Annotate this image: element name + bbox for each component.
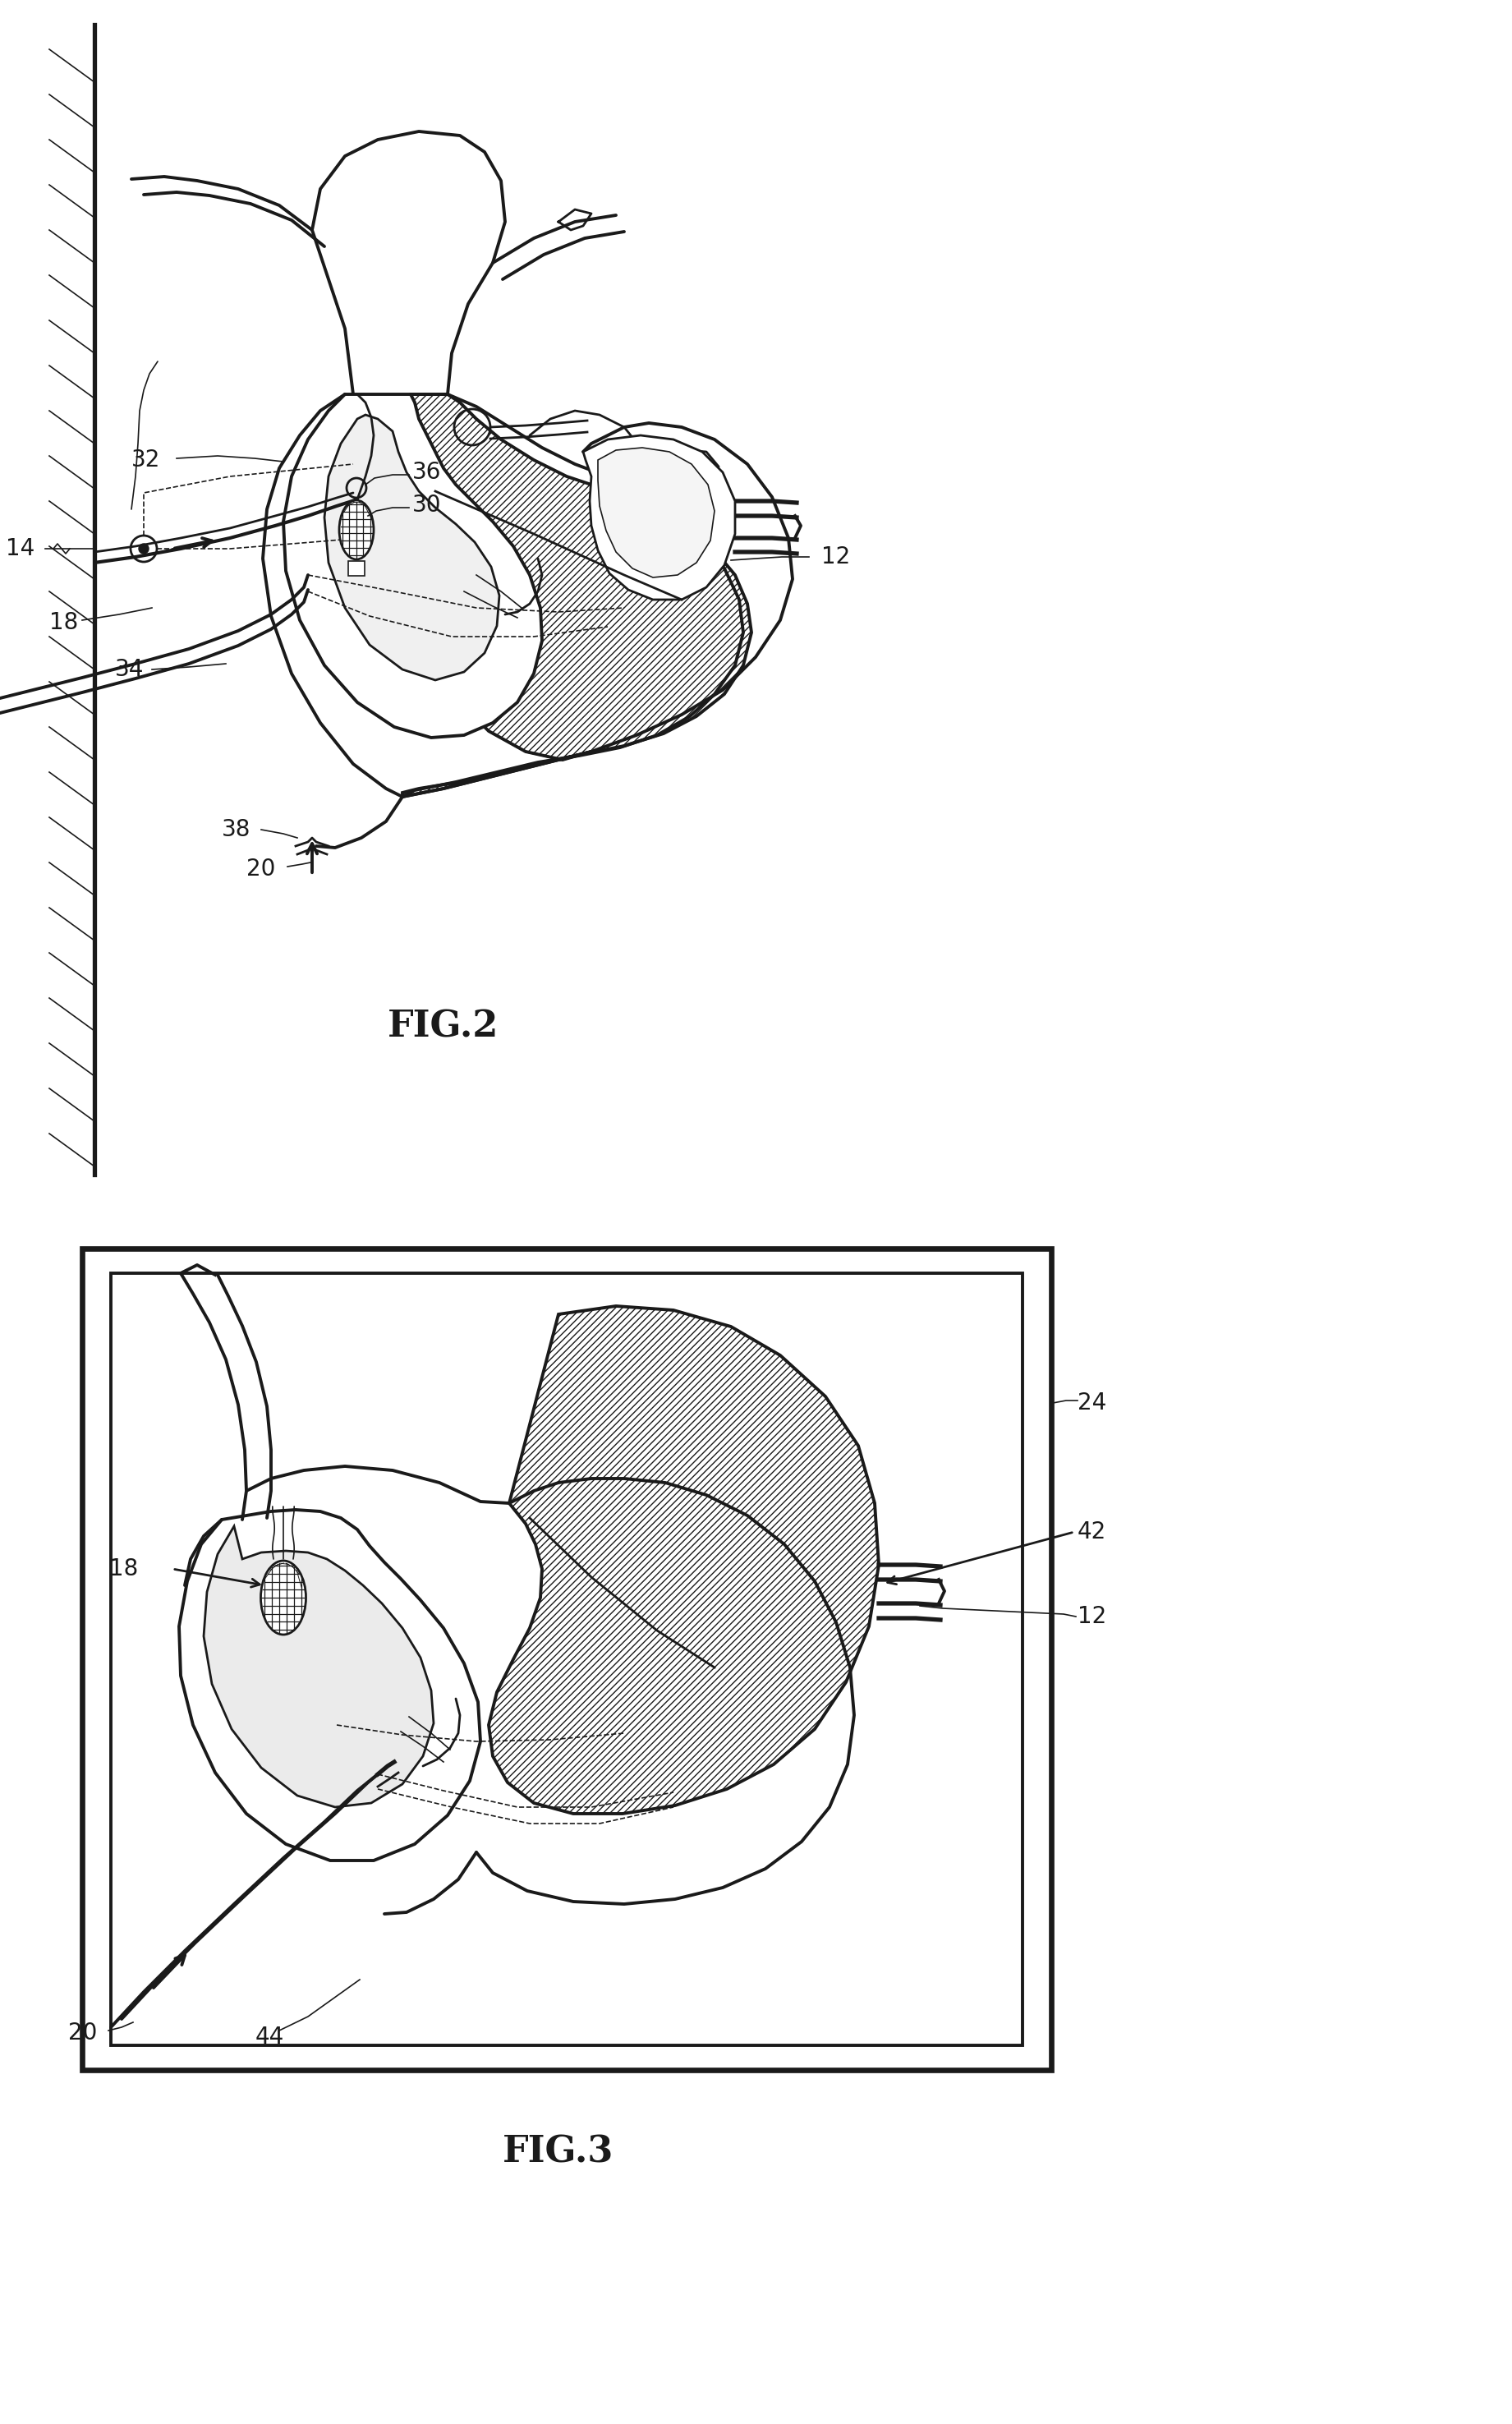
Text: 18: 18: [48, 611, 79, 635]
Text: 14: 14: [6, 538, 35, 560]
Polygon shape: [584, 436, 735, 599]
Text: 24: 24: [1078, 1391, 1107, 1416]
Text: 20: 20: [246, 858, 275, 880]
Text: 18: 18: [109, 1556, 138, 1580]
Text: 12: 12: [821, 545, 850, 567]
Ellipse shape: [260, 1561, 305, 1634]
Polygon shape: [390, 395, 751, 797]
Polygon shape: [325, 415, 499, 681]
Bar: [348, 560, 364, 577]
Text: FIG.2: FIG.2: [389, 1008, 499, 1045]
Text: 44: 44: [256, 2026, 284, 2048]
Text: FIG.3: FIG.3: [503, 2136, 614, 2169]
Text: 32: 32: [132, 448, 160, 473]
Bar: [82, 1248, 1051, 2070]
Text: 42: 42: [1078, 1520, 1107, 1544]
Polygon shape: [283, 395, 543, 737]
Bar: [110, 1273, 1022, 2046]
Polygon shape: [597, 448, 715, 577]
Ellipse shape: [339, 499, 373, 560]
Bar: [110, 1273, 1022, 2046]
Polygon shape: [488, 1307, 878, 1813]
Text: 38: 38: [221, 819, 251, 841]
Text: 20: 20: [68, 2022, 97, 2043]
Text: 36: 36: [413, 461, 442, 485]
Text: 34: 34: [115, 657, 144, 681]
Polygon shape: [204, 1527, 434, 1808]
Polygon shape: [178, 1510, 481, 1862]
Text: 12: 12: [1078, 1605, 1107, 1629]
Text: 30: 30: [413, 494, 442, 516]
Circle shape: [139, 543, 148, 553]
